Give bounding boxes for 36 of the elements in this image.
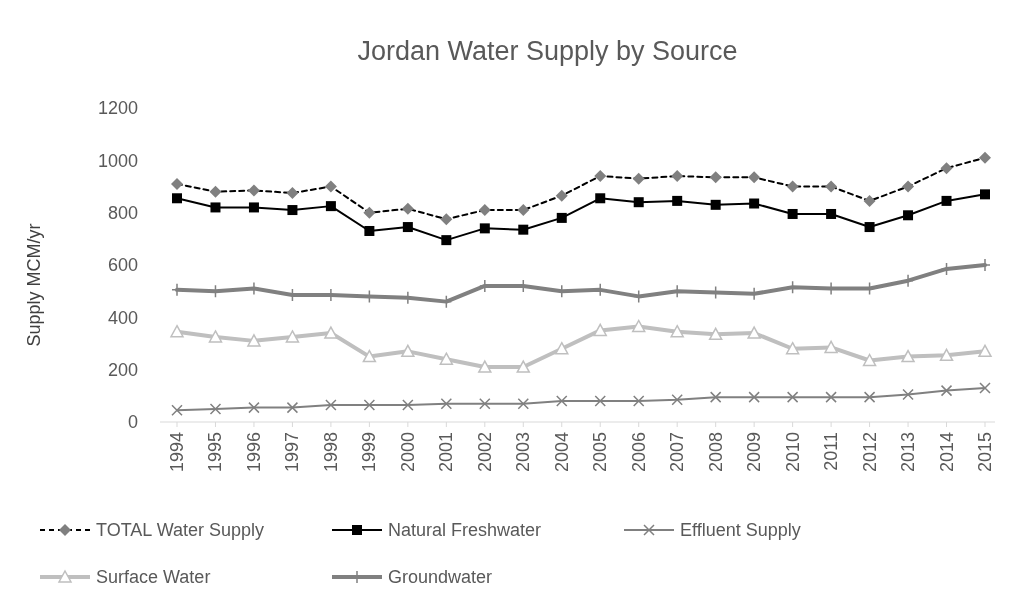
x-tick-label: 2002 [474, 432, 495, 473]
x-tick-label: 2003 [513, 432, 534, 473]
legend-label: Natural Freshwater [388, 520, 542, 541]
y-tick-label: 400 [107, 307, 138, 328]
y-tick-label: 1000 [97, 150, 138, 171]
x-tick-label: 1997 [282, 432, 303, 473]
y-axis-title: Supply MCM/yr [24, 223, 44, 347]
x-tick-label: 2005 [590, 432, 611, 473]
x-tick-label: 2000 [397, 432, 418, 473]
x-tick-label: 2008 [705, 432, 726, 473]
x-tick-label: 2001 [436, 432, 457, 473]
legend-label: Groundwater [388, 567, 493, 588]
x-tick-label: 2006 [628, 432, 649, 473]
x-tick-label: 1999 [359, 432, 380, 473]
x-tick-label: 2004 [551, 432, 572, 473]
x-tick-label: 2010 [782, 432, 803, 473]
x-tick-label: 1998 [320, 432, 341, 473]
x-tick-label: 2007 [667, 432, 688, 473]
y-tick-label: 1200 [97, 98, 138, 119]
chart-title: Jordan Water Supply by Source [357, 36, 738, 66]
x-tick-label: 1995 [205, 432, 226, 473]
x-tick-label: 2012 [859, 432, 880, 473]
x-tick-label: 2014 [936, 432, 957, 473]
x-tick-label: 1996 [243, 432, 264, 473]
y-tick-label: 200 [107, 359, 138, 380]
y-tick-label: 600 [107, 255, 138, 276]
legend-label: Surface Water [96, 567, 211, 588]
legend-label: Effluent Supply [680, 520, 801, 541]
x-tick-label: 2015 [975, 432, 995, 473]
y-tick-label: 800 [107, 202, 138, 223]
y-tick-label: 0 [127, 412, 138, 433]
legend-label: TOTAL Water Supply [96, 520, 265, 541]
x-tick-label: 2013 [898, 432, 919, 473]
x-tick-label: 2011 [821, 432, 842, 471]
x-tick-label: 2009 [744, 432, 765, 473]
x-tick-label: 1994 [167, 432, 187, 473]
